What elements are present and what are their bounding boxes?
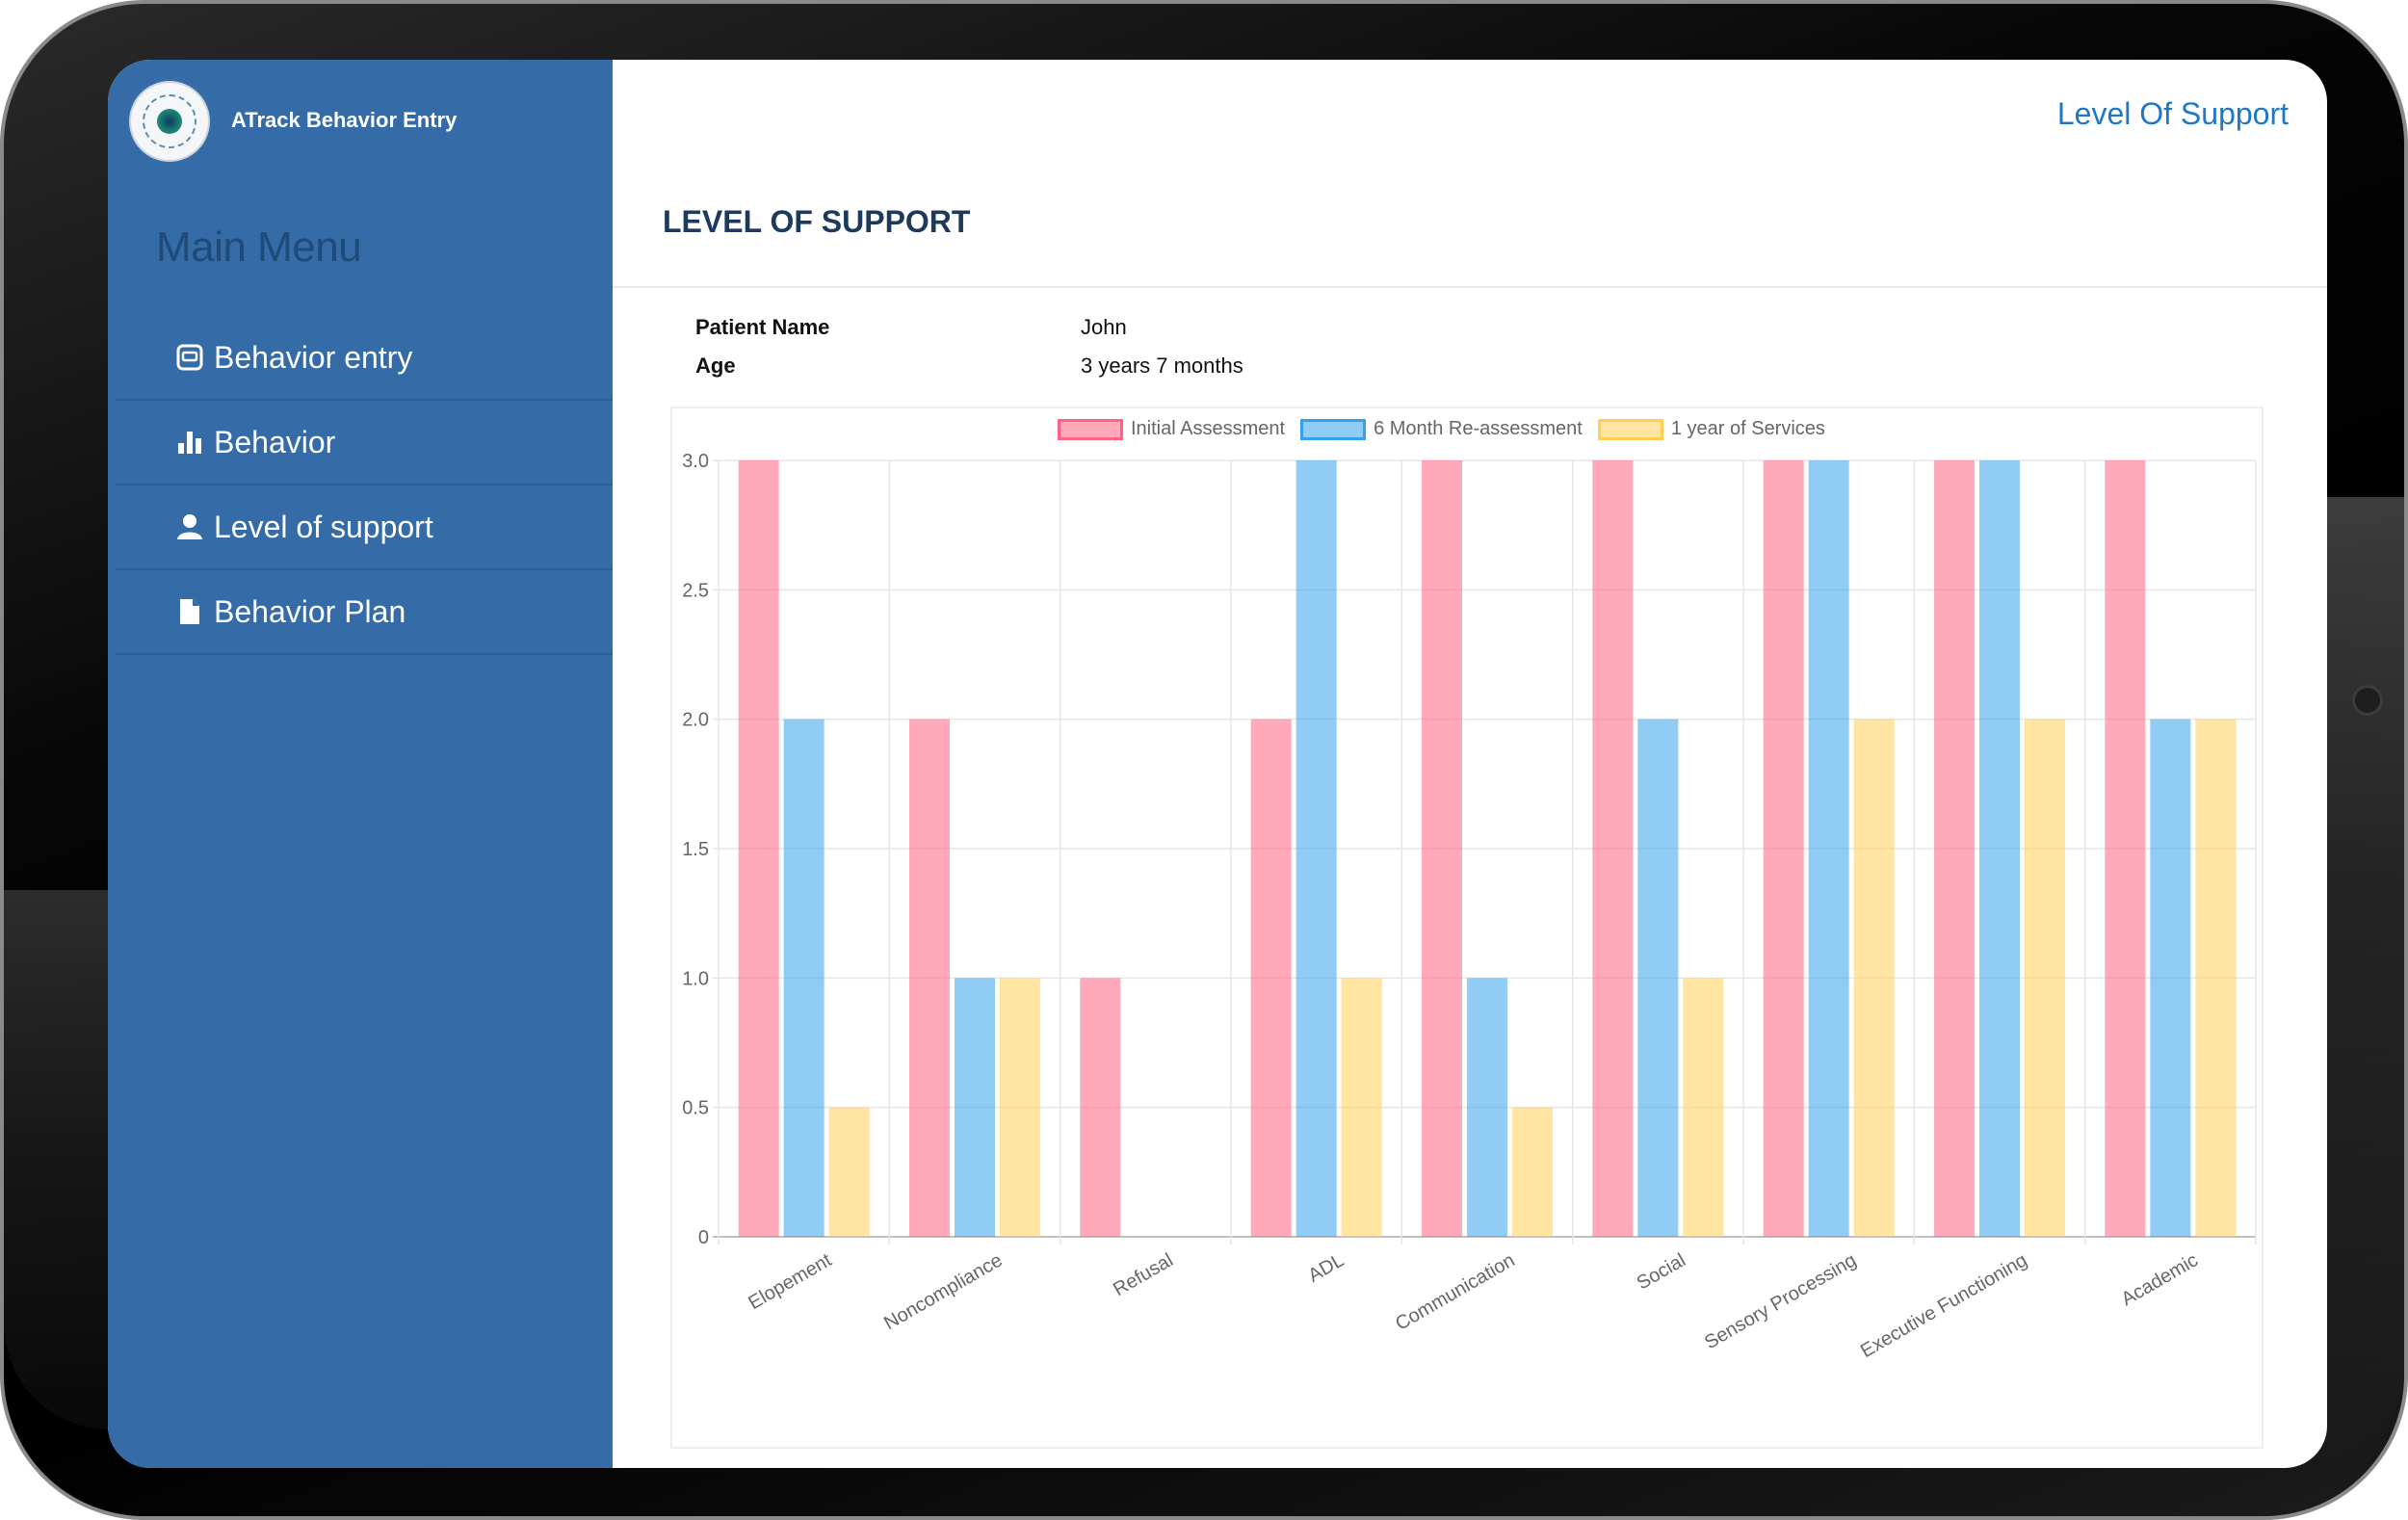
sidebar-item-behavior-entry[interactable]: Behavior entry xyxy=(116,316,613,401)
bar xyxy=(1592,460,1633,1237)
sidebar: ATrack Behavior Entry Main Menu Behavior… xyxy=(108,60,613,1468)
bar xyxy=(739,460,779,1237)
sidebar-item-label: Behavior Plan xyxy=(214,594,406,630)
entry-icon xyxy=(175,343,204,372)
logo-emblem xyxy=(157,109,182,134)
bar xyxy=(1251,720,1292,1237)
bar xyxy=(1764,460,1804,1237)
bar xyxy=(1512,1108,1553,1237)
sidebar-item-label: Behavior xyxy=(214,425,335,460)
user-icon xyxy=(175,512,204,541)
bar xyxy=(1979,460,2020,1237)
bar xyxy=(1467,978,1507,1237)
sidebar-nav: Behavior entry Behavior Level of support xyxy=(116,316,613,655)
sidebar-item-label: Behavior entry xyxy=(214,340,412,376)
screen: ATrack Behavior Entry Main Menu Behavior… xyxy=(108,60,2327,1468)
age-value: 3 years 7 months xyxy=(1081,354,1243,379)
bar xyxy=(829,1108,870,1237)
header-divider xyxy=(613,286,2327,288)
x-tick-label: Executive Functioning xyxy=(1857,1249,2030,1362)
patient-name-value: John xyxy=(1081,315,1127,340)
y-tick-label: 0.5 xyxy=(682,1098,709,1119)
bar xyxy=(1809,460,1849,1237)
sidebar-item-level-of-support[interactable]: Level of support xyxy=(116,485,613,570)
y-tick-label: 1.5 xyxy=(682,839,709,860)
y-tick-label: 2.0 xyxy=(682,710,709,731)
bar xyxy=(1080,978,1120,1237)
patient-name-row: Patient Name John xyxy=(695,315,829,340)
bar xyxy=(1422,460,1462,1237)
bar xyxy=(909,720,950,1237)
bar xyxy=(1637,720,1678,1237)
level-of-support-chart-panel: Initial Assessment 6 Month Re-assessment… xyxy=(670,406,2264,1449)
document-icon xyxy=(175,597,204,626)
age-label: Age xyxy=(695,354,736,378)
bar xyxy=(2150,720,2190,1237)
bar xyxy=(1296,460,1337,1237)
x-tick-label: Academic xyxy=(2118,1249,2202,1310)
bar xyxy=(784,720,824,1237)
level-of-support-link[interactable]: Level Of Support xyxy=(2057,96,2289,132)
bar xyxy=(2105,460,2145,1237)
sidebar-item-behavior-plan[interactable]: Behavior Plan xyxy=(116,570,613,655)
bar-chart: 0 0.5 1.0 1.5 2.0 2.5 3.0 Elopement Noncomplianc… xyxy=(672,408,2262,1447)
bar xyxy=(955,978,995,1237)
x-tick-label: Sensory Processing xyxy=(1701,1249,1860,1353)
x-tick-label: Communication xyxy=(1392,1249,1518,1335)
bar-chart-icon xyxy=(175,428,204,457)
app-title: ATrack Behavior Entry xyxy=(231,108,457,133)
main-content: Level Of Support LEVEL OF SUPPORT Patien… xyxy=(613,60,2327,1468)
page-title: LEVEL OF SUPPORT xyxy=(663,204,970,240)
x-tick-label: Noncompliance xyxy=(880,1249,1006,1334)
bar xyxy=(1342,978,1382,1237)
bar xyxy=(1683,978,1723,1237)
x-tick-label: ADL xyxy=(1304,1249,1348,1287)
sidebar-item-behavior[interactable]: Behavior xyxy=(116,401,613,485)
main-menu-heading: Main Menu xyxy=(156,223,361,272)
bar xyxy=(1934,460,1975,1237)
camera-icon xyxy=(2352,685,2383,716)
tablet-bezel-shade xyxy=(4,890,110,1429)
sidebar-item-label: Level of support xyxy=(214,510,433,545)
y-tick-label: 3.0 xyxy=(682,451,709,472)
age-row: Age 3 years 7 months xyxy=(695,354,736,379)
bar xyxy=(1000,978,1040,1237)
bar xyxy=(2025,720,2065,1237)
x-tick-label: Elopement xyxy=(745,1249,835,1314)
patient-name-label: Patient Name xyxy=(695,315,829,339)
x-tick-label: Social xyxy=(1634,1249,1689,1294)
y-tick-label: 1.0 xyxy=(682,968,709,989)
bar xyxy=(1854,720,1895,1237)
y-tick-label: 2.5 xyxy=(682,580,709,601)
bar xyxy=(2195,720,2236,1237)
app-logo[interactable] xyxy=(129,81,210,162)
x-tick-label: Refusal xyxy=(1110,1249,1177,1300)
y-tick-label: 0 xyxy=(698,1227,709,1248)
